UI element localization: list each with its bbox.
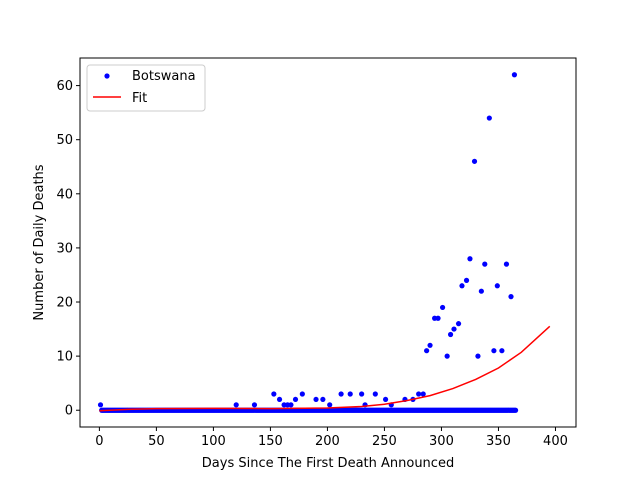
data-point xyxy=(499,348,505,354)
data-point xyxy=(271,391,277,397)
data-point xyxy=(491,348,497,354)
plot-frame xyxy=(79,57,577,428)
data-point xyxy=(439,304,446,311)
data-point xyxy=(320,396,326,403)
legend-marker-botswana xyxy=(104,73,110,79)
x-tick-label: 250 xyxy=(372,434,397,449)
data-point xyxy=(233,402,239,408)
x-tick-label: 350 xyxy=(486,434,511,449)
data-point xyxy=(359,391,365,397)
data-point xyxy=(313,396,319,403)
legend-label-fit: Fit xyxy=(132,91,147,106)
data-point xyxy=(478,288,484,294)
y-tick-label: 40 xyxy=(56,187,73,202)
x-tick-label: 100 xyxy=(201,434,226,449)
data-point xyxy=(292,396,299,403)
data-point xyxy=(494,283,500,289)
data-point xyxy=(459,283,465,289)
data-point xyxy=(288,402,294,408)
x-tick-label: 150 xyxy=(258,434,283,449)
legend-label-botswana: Botswana xyxy=(132,69,196,84)
data-point xyxy=(447,331,454,338)
x-tick-label: 0 xyxy=(95,434,103,449)
data-point xyxy=(97,402,104,408)
y-tick-label: 50 xyxy=(56,133,73,148)
y-tick-label: 10 xyxy=(56,350,73,365)
data-point xyxy=(482,261,488,267)
x-axis-label: Days Since The First Death Announced xyxy=(202,456,454,471)
data-point xyxy=(467,256,473,262)
plot-background xyxy=(80,58,576,427)
data-point xyxy=(511,72,518,78)
x-tick-label: 400 xyxy=(543,434,568,449)
data-point xyxy=(512,407,519,413)
legend: Botswana Fit xyxy=(86,64,206,112)
data-point xyxy=(486,115,492,121)
data-point xyxy=(455,321,462,327)
data-point xyxy=(435,315,441,321)
data-point xyxy=(451,326,457,332)
y-tick-label: 20 xyxy=(56,296,73,311)
data-point xyxy=(427,342,433,348)
data-point xyxy=(444,353,450,359)
data-point xyxy=(372,391,378,397)
x-tick-label: 300 xyxy=(429,434,454,449)
data-point xyxy=(382,396,389,403)
data-point xyxy=(420,391,426,397)
data-point xyxy=(276,396,283,403)
data-point xyxy=(508,294,514,300)
data-point xyxy=(327,402,333,408)
y-tick-label: 30 xyxy=(56,241,73,256)
data-point xyxy=(338,391,344,397)
fit-line xyxy=(99,325,551,412)
data-point xyxy=(347,391,353,397)
marks-layer xyxy=(97,72,551,413)
y-tick-label: 60 xyxy=(56,79,73,94)
data-point xyxy=(299,391,305,397)
data-point xyxy=(424,348,430,354)
x-axis: 0 50 100 150 200 250 300 350 400 xyxy=(95,427,568,449)
data-point xyxy=(416,391,422,397)
y-tick-label: 0 xyxy=(65,404,73,419)
data-point xyxy=(475,353,481,359)
y-axis: 0 10 20 30 40 50 60 xyxy=(56,79,80,419)
data-point xyxy=(463,277,470,283)
x-tick-label: 200 xyxy=(315,434,340,449)
data-point xyxy=(503,261,510,267)
x-tick-label: 50 xyxy=(148,434,165,449)
data-point xyxy=(471,158,478,164)
y-axis-label: Number of Daily Deaths xyxy=(32,164,47,320)
data-point xyxy=(251,402,258,408)
legend-box xyxy=(86,64,206,112)
